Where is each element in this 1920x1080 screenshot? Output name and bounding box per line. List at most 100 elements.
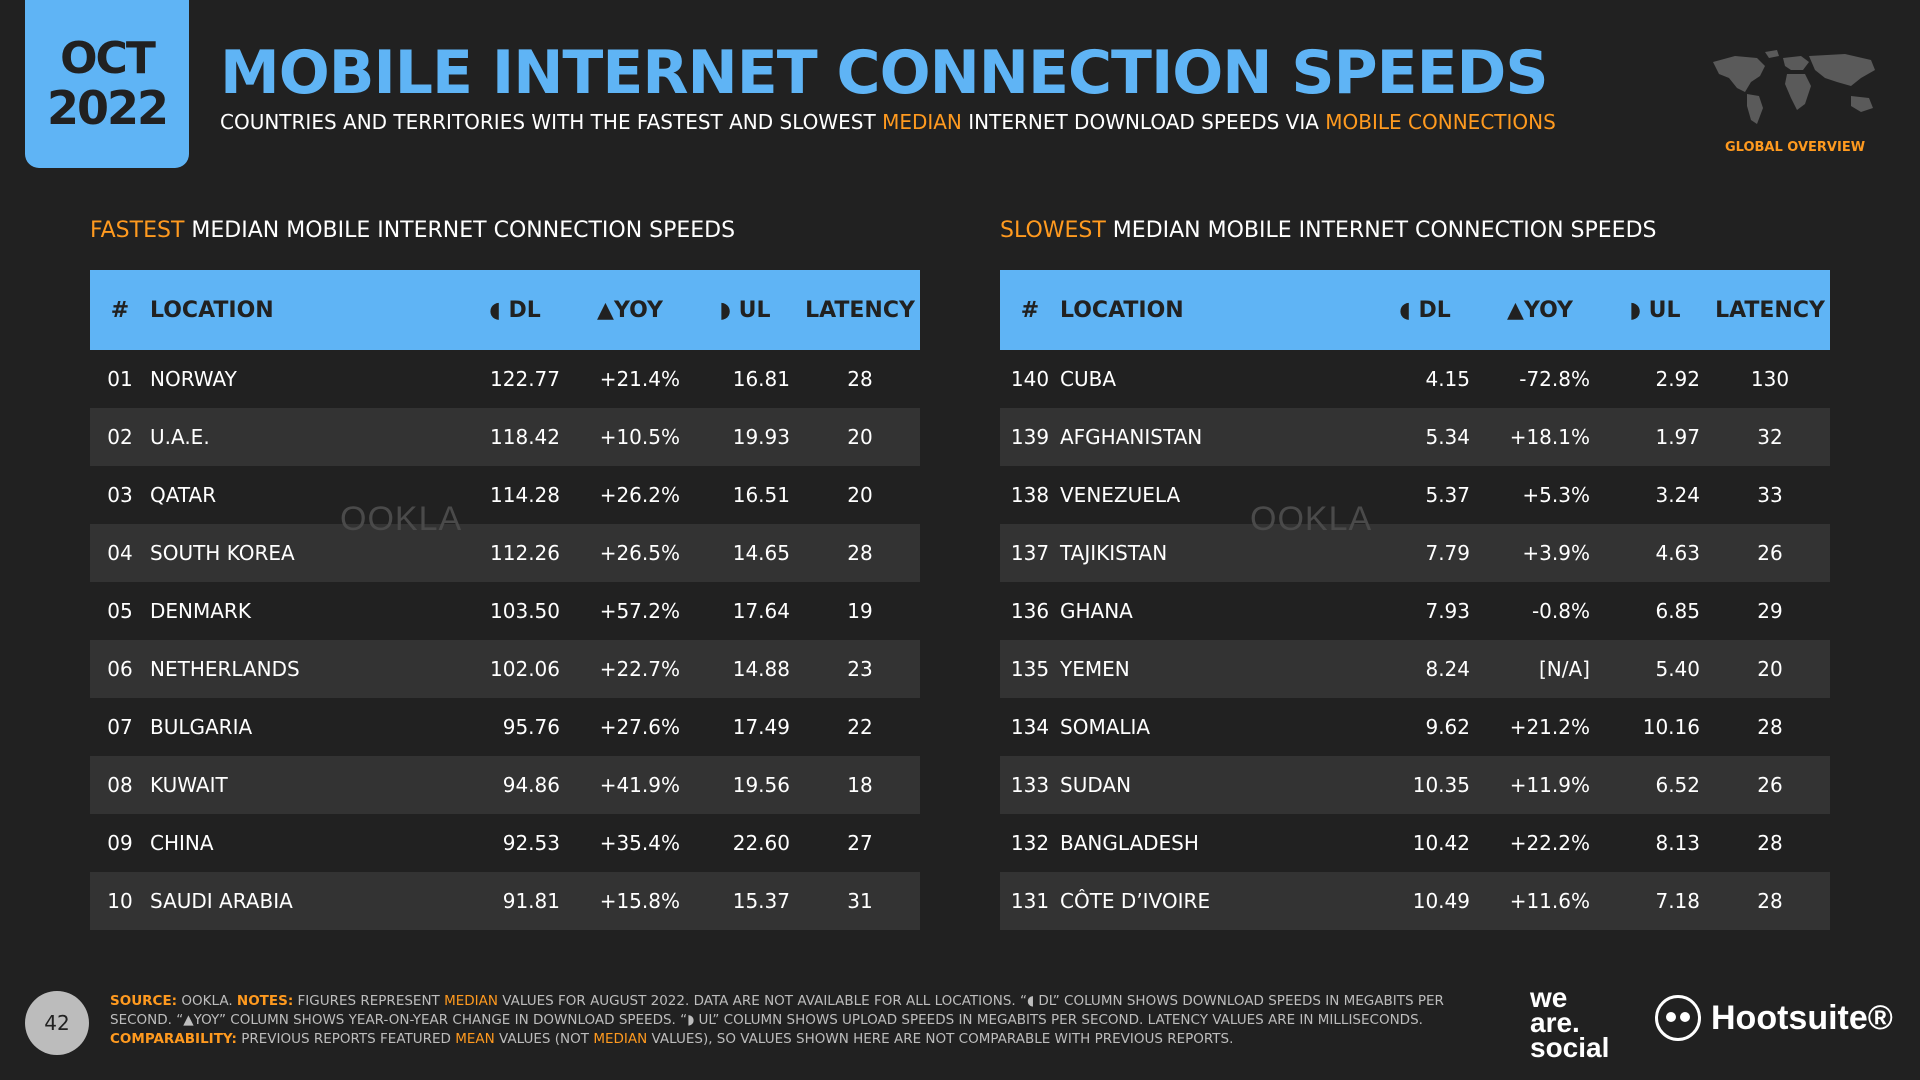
col-header-num: # — [90, 270, 150, 350]
cell-location: AFGHANISTAN — [1060, 408, 1370, 466]
slowest-section-title: SLOWEST MEDIAN MOBILE INTERNET CONNECTIO… — [1000, 218, 1657, 243]
cell-latency: 26 — [1710, 524, 1830, 582]
cell-location: GHANA — [1060, 599, 1133, 623]
cell-dl: 114.28 — [490, 483, 560, 507]
table-row: 132 BANGLADESH 10.42 +22.2% 8.13 28 — [1000, 814, 1830, 872]
table-row: 03 QATAR 114.28 +26.2% 16.51 20 — [90, 466, 920, 524]
table-row: 01 NORWAY 122.77 +21.4% 16.81 28 — [90, 350, 920, 408]
cell-latency: 32 — [1710, 408, 1830, 466]
cell-num: 07 — [107, 715, 133, 739]
cell-yoy: +35.4% — [599, 831, 680, 855]
brand-line-1: we — [1530, 982, 1568, 1013]
cell-ul: 22.60 — [732, 831, 790, 855]
cell-ul: 17.64 — [732, 599, 790, 623]
comparability-text-3: VALUES), SO VALUES SHOWN HERE ARE NOT CO… — [647, 1031, 1234, 1047]
hootsuite-name: Hootsuite® — [1711, 998, 1893, 1037]
cell-yoy: +18.1% — [1480, 408, 1600, 466]
cell-ul: 14.88 — [690, 640, 800, 698]
notes-median: MEDIAN — [444, 993, 498, 1009]
date-month: OCT — [60, 33, 156, 84]
cell-dl: 4.15 — [1425, 367, 1470, 391]
col-header-yoy: ▲YOY — [570, 270, 690, 350]
cell-location: NORWAY — [150, 367, 237, 391]
page-title: MOBILE INTERNET CONNECTION SPEEDS — [220, 38, 1549, 108]
cell-num: 135 — [1000, 640, 1060, 698]
table-row: 136 GHANA 7.93 -0.8% 6.85 29 — [1000, 582, 1830, 640]
cell-yoy: +11.6% — [1480, 872, 1600, 930]
cell-dl: 10.42 — [1412, 831, 1470, 855]
cell-num: 134 — [1010, 715, 1050, 739]
cell-latency: 27 — [847, 831, 873, 855]
slowest-title-rest: MEDIAN MOBILE INTERNET CONNECTION SPEEDS — [1105, 218, 1657, 243]
cell-latency: 20 — [847, 483, 873, 507]
col-header-ul: ◗ UL — [690, 270, 800, 350]
cell-location: DENMARK — [150, 599, 251, 623]
table-row: 04 SOUTH KOREA 112.26 +26.5% 14.65 28 — [90, 524, 920, 582]
cell-latency: 31 — [800, 872, 920, 930]
cell-ul: 15.37 — [690, 872, 800, 930]
source-text: OOKLA. — [177, 993, 237, 1009]
cell-latency: 23 — [800, 640, 920, 698]
cell-yoy: +26.2% — [599, 483, 680, 507]
cell-latency: 130 — [1750, 367, 1790, 391]
table-row: 134 SOMALIA 9.62 +21.2% 10.16 28 — [1000, 698, 1830, 756]
cell-yoy: +41.9% — [570, 756, 690, 814]
cell-dl: 91.81 — [460, 872, 570, 930]
subtitle-highlight-mobile: MOBILE CONNECTIONS — [1325, 110, 1556, 134]
cell-dl: 9.62 — [1425, 715, 1470, 739]
cell-dl: 102.06 — [460, 640, 570, 698]
cell-dl: 118.42 — [460, 408, 570, 466]
cell-latency: 28 — [1710, 872, 1830, 930]
cell-latency: 22 — [847, 715, 873, 739]
cell-num: 133 — [1000, 756, 1060, 814]
table-row: 137 TAJIKISTAN 7.79 +3.9% 4.63 26 — [1000, 524, 1830, 582]
cell-latency: 26 — [1710, 756, 1830, 814]
table-row: 05 DENMARK 103.50 +57.2% 17.64 19 — [90, 582, 920, 640]
col-header-latency: LATENCY — [1710, 270, 1830, 350]
table-row: 140 CUBA 4.15 -72.8% 2.92 130 — [1000, 350, 1830, 408]
cell-num: 01 — [107, 367, 133, 391]
table-row: 09 CHINA 92.53 +35.4% 22.60 27 — [90, 814, 920, 872]
cell-ul: 16.81 — [732, 367, 790, 391]
comparability-mean: MEAN — [455, 1031, 495, 1047]
table-row: 133 SUDAN 10.35 +11.9% 6.52 26 — [1000, 756, 1830, 814]
cell-ul: 2.92 — [1655, 367, 1700, 391]
world-map-icon — [1705, 48, 1885, 130]
col-header-num: # — [1000, 270, 1060, 350]
cell-ul: 14.65 — [690, 524, 800, 582]
cell-location: SOMALIA — [1060, 715, 1151, 739]
cell-location: BULGARIA — [150, 715, 253, 739]
page-subtitle: COUNTRIES AND TERRITORIES WITH THE FASTE… — [220, 110, 1556, 134]
fastest-title-rest: MEDIAN MOBILE INTERNET CONNECTION SPEEDS — [184, 218, 736, 243]
cell-location: SAUDI ARABIA — [150, 872, 460, 930]
cell-num: 09 — [107, 831, 133, 855]
cell-num: 137 — [1000, 524, 1060, 582]
we-are-social-logo: we are. social — [1530, 982, 1609, 1062]
cell-dl: 10.49 — [1370, 872, 1480, 930]
cell-location: SOUTH KOREA — [150, 524, 460, 582]
subtitle-pre: COUNTRIES AND TERRITORIES WITH THE FASTE… — [220, 110, 883, 134]
table-row: 08 KUWAIT 94.86 +41.9% 19.56 18 — [90, 756, 920, 814]
cell-dl: 94.86 — [460, 756, 570, 814]
cell-latency: 28 — [847, 367, 873, 391]
cell-location: CÔTE D’IVOIRE — [1060, 872, 1370, 930]
cell-latency: 29 — [1757, 599, 1783, 623]
cell-yoy: +3.9% — [1480, 524, 1600, 582]
col-header-dl: ◖ DL — [1370, 270, 1480, 350]
cell-latency: 28 — [800, 524, 920, 582]
owl-icon — [1655, 995, 1701, 1041]
slowest-table: # LOCATION ◖ DL ▲YOY ◗ UL LATENCY 140 CUB… — [1000, 270, 1830, 930]
cell-num: 140 — [1010, 367, 1050, 391]
cell-ul: 6.52 — [1600, 756, 1710, 814]
cell-dl: 92.53 — [502, 831, 560, 855]
cell-yoy: +22.2% — [1509, 831, 1590, 855]
cell-latency: 33 — [1757, 483, 1783, 507]
cell-latency: 20 — [1710, 640, 1830, 698]
table-row: 06 NETHERLANDS 102.06 +22.7% 14.88 23 — [90, 640, 920, 698]
cell-yoy: +27.6% — [599, 715, 680, 739]
table-row: 139 AFGHANISTAN 5.34 +18.1% 1.97 32 — [1000, 408, 1830, 466]
table-row: 10 SAUDI ARABIA 91.81 +15.8% 15.37 31 — [90, 872, 920, 930]
table-row: 07 BULGARIA 95.76 +27.6% 17.49 22 — [90, 698, 920, 756]
cell-ul: 4.63 — [1600, 524, 1710, 582]
cell-yoy: +21.2% — [1509, 715, 1590, 739]
